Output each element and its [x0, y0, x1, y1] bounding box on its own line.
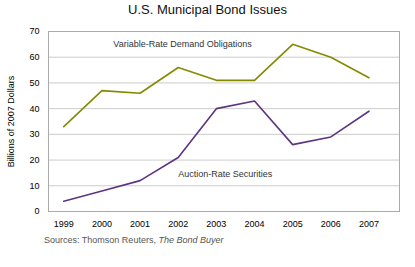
- svg-text:0: 0: [34, 206, 39, 216]
- svg-text:70: 70: [29, 26, 39, 36]
- svg-text:10: 10: [29, 181, 39, 191]
- svg-text:2004: 2004: [245, 219, 265, 229]
- svg-text:Variable-Rate Demand Obligatio: Variable-Rate Demand Obligations: [113, 39, 252, 49]
- svg-text:2006: 2006: [321, 219, 341, 229]
- svg-text:1999: 1999: [54, 219, 74, 229]
- svg-text:2000: 2000: [92, 219, 112, 229]
- svg-text:2003: 2003: [206, 219, 226, 229]
- svg-text:60: 60: [29, 52, 39, 62]
- svg-text:30: 30: [29, 129, 39, 139]
- svg-text:40: 40: [29, 104, 39, 114]
- svg-text:50: 50: [29, 78, 39, 88]
- svg-text:2002: 2002: [168, 219, 188, 229]
- svg-text:2001: 2001: [130, 219, 150, 229]
- svg-text:20: 20: [29, 155, 39, 165]
- svg-text:Auction-Rate Securities: Auction-Rate Securities: [178, 169, 273, 179]
- html-text:Sources: Thomson Reuters, The: Sources: Thomson Reuters, The Bond Buyer: [44, 235, 224, 245]
- svg-text:Billions of 2007 Dollars: Billions of 2007 Dollars: [6, 75, 16, 167]
- svg-text:2007: 2007: [359, 219, 379, 229]
- html-text:U.S. Municipal Bond Issues: U.S. Municipal Bond Issues: [128, 2, 287, 17]
- svg-text:2005: 2005: [283, 219, 303, 229]
